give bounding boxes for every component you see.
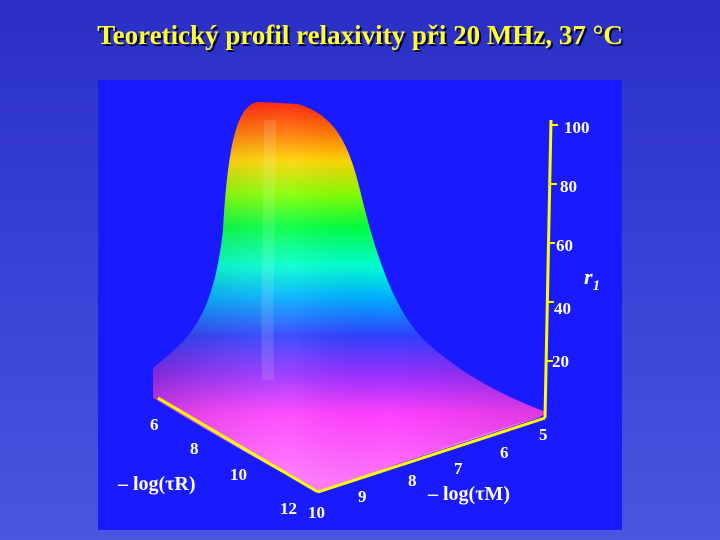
x-axis-label: – log(τR) bbox=[117, 473, 196, 495]
z-axis-line bbox=[543, 119, 553, 419]
y-axis-label: – log(τM) bbox=[427, 483, 510, 505]
y-tick-5: 5 bbox=[539, 425, 548, 444]
z-tick-60: 60 bbox=[556, 236, 573, 255]
x-tick-6: 6 bbox=[150, 415, 159, 434]
y-axis-line bbox=[317, 416, 546, 494]
y-tick-6: 6 bbox=[500, 443, 509, 462]
z-axis-label-main: r bbox=[584, 264, 593, 289]
y-tick-8: 8 bbox=[408, 471, 417, 490]
z-axis-label: r1 bbox=[584, 264, 600, 294]
y-tick-9: 9 bbox=[358, 487, 367, 506]
surface-ridge bbox=[261, 119, 276, 381]
x-axis-line bbox=[157, 396, 319, 494]
z-tick-20: 20 bbox=[552, 352, 569, 371]
surface-plot: 100 80 60 40 20 r1 6 8 10 12 – log(τR) 5… bbox=[98, 80, 622, 530]
z-tick-80: 80 bbox=[560, 177, 577, 196]
page-title: Teoretický profil relaxivity při 20 MHz,… bbox=[97, 20, 623, 50]
z-tick-100: 100 bbox=[564, 118, 590, 137]
x-tick-8: 8 bbox=[190, 439, 199, 458]
x-tick-12: 12 bbox=[280, 499, 297, 518]
y-tick-7: 7 bbox=[454, 459, 463, 478]
surface-shading bbox=[153, 102, 546, 492]
z-axis-label-sub: 1 bbox=[593, 278, 601, 294]
z-tick-40: 40 bbox=[554, 299, 571, 318]
x-tick-10: 10 bbox=[230, 465, 247, 484]
surface-plot-svg: 100 80 60 40 20 r1 6 8 10 12 – log(τR) 5… bbox=[117, 102, 600, 522]
y-tick-10: 10 bbox=[308, 503, 325, 522]
